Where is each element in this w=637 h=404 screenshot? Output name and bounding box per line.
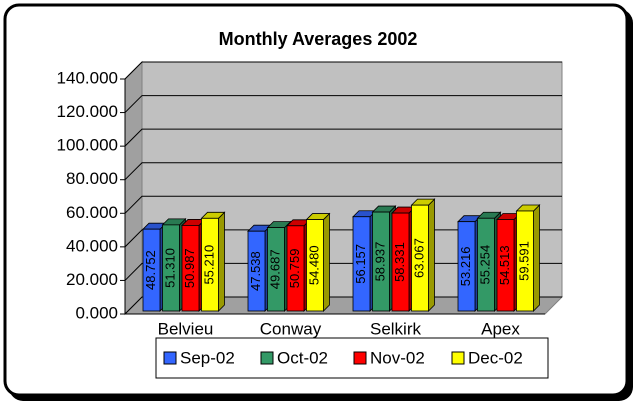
- value-label: 49.687: [267, 249, 282, 289]
- value-label: 54.480: [306, 245, 321, 285]
- bar-front: [306, 219, 324, 312]
- value-label: 47.538: [248, 251, 263, 291]
- legend-label: Dec-02: [468, 348, 523, 367]
- bar-front: [516, 210, 534, 312]
- x-tick-label: Belvieu: [158, 319, 214, 338]
- bar: [515, 204, 541, 312]
- bar-front: [181, 225, 200, 312]
- bar: [410, 198, 436, 312]
- bar-front: [477, 217, 495, 312]
- grid-line: [124, 195, 562, 214]
- bar-side: [533, 204, 540, 312]
- legend-label: Oct-02: [277, 348, 328, 367]
- side-wall: [124, 60, 143, 316]
- bar-front: [352, 216, 371, 312]
- bar-front: [496, 219, 515, 312]
- bar-front: [411, 204, 429, 312]
- legend-label: Nov-02: [370, 348, 425, 367]
- value-label: 50.987: [182, 248, 197, 288]
- grid-line: [124, 95, 562, 113]
- legend-label: Sep-02: [180, 348, 235, 367]
- y-tick-label: 120.000: [57, 102, 118, 121]
- bar-side: [323, 212, 330, 312]
- value-label: 59.591: [516, 241, 531, 281]
- legend-box: [155, 337, 549, 379]
- value-label: 54.513: [497, 245, 512, 285]
- grid-line: [124, 128, 562, 147]
- value-label: 58.937: [372, 242, 387, 282]
- bar-front: [267, 227, 285, 312]
- x-tick-label: Apex: [481, 319, 520, 338]
- y-tick-label: 140.000: [57, 68, 118, 87]
- legend-swatch: [451, 351, 465, 365]
- grid-line: [124, 162, 562, 181]
- value-label: 55.254: [477, 245, 492, 285]
- y-tick-label: 80.000: [66, 169, 118, 188]
- bar-front: [391, 212, 410, 312]
- value-label: 53.216: [458, 246, 473, 286]
- value-label: 56.157: [353, 244, 368, 284]
- bar-front: [286, 225, 305, 312]
- y-tick-label: 0.000: [75, 303, 118, 322]
- bar-front: [201, 217, 219, 312]
- value-label: 48.752: [143, 250, 158, 290]
- value-label: 51.310: [162, 248, 177, 288]
- bar-front: [142, 228, 161, 312]
- y-tick-label: 100.000: [57, 136, 118, 155]
- value-label: 63.067: [411, 238, 426, 278]
- value-label: 55.210: [201, 245, 216, 285]
- bar-front: [247, 230, 266, 312]
- bar-side: [428, 198, 435, 312]
- y-tick-label: 20.000: [66, 270, 118, 289]
- value-label: 50.759: [287, 249, 302, 289]
- legend-swatch: [260, 351, 274, 365]
- chart-title: Monthly Averages 2002: [219, 29, 418, 49]
- bar-front: [372, 211, 390, 312]
- bar-front: [457, 221, 476, 312]
- grid-line: [124, 61, 562, 80]
- legend-swatch: [353, 351, 367, 365]
- value-label: 58.331: [392, 242, 407, 282]
- y-tick-label: 60.000: [66, 203, 118, 222]
- bar: [200, 211, 226, 312]
- bar-front: [162, 224, 180, 312]
- bar: [305, 212, 331, 312]
- y-tick-label: 40.000: [66, 236, 118, 255]
- legend-swatch: [163, 351, 177, 365]
- bar-side: [218, 211, 225, 312]
- x-tick-label: Conway: [260, 319, 322, 338]
- x-tick-label: Selkirk: [370, 319, 422, 338]
